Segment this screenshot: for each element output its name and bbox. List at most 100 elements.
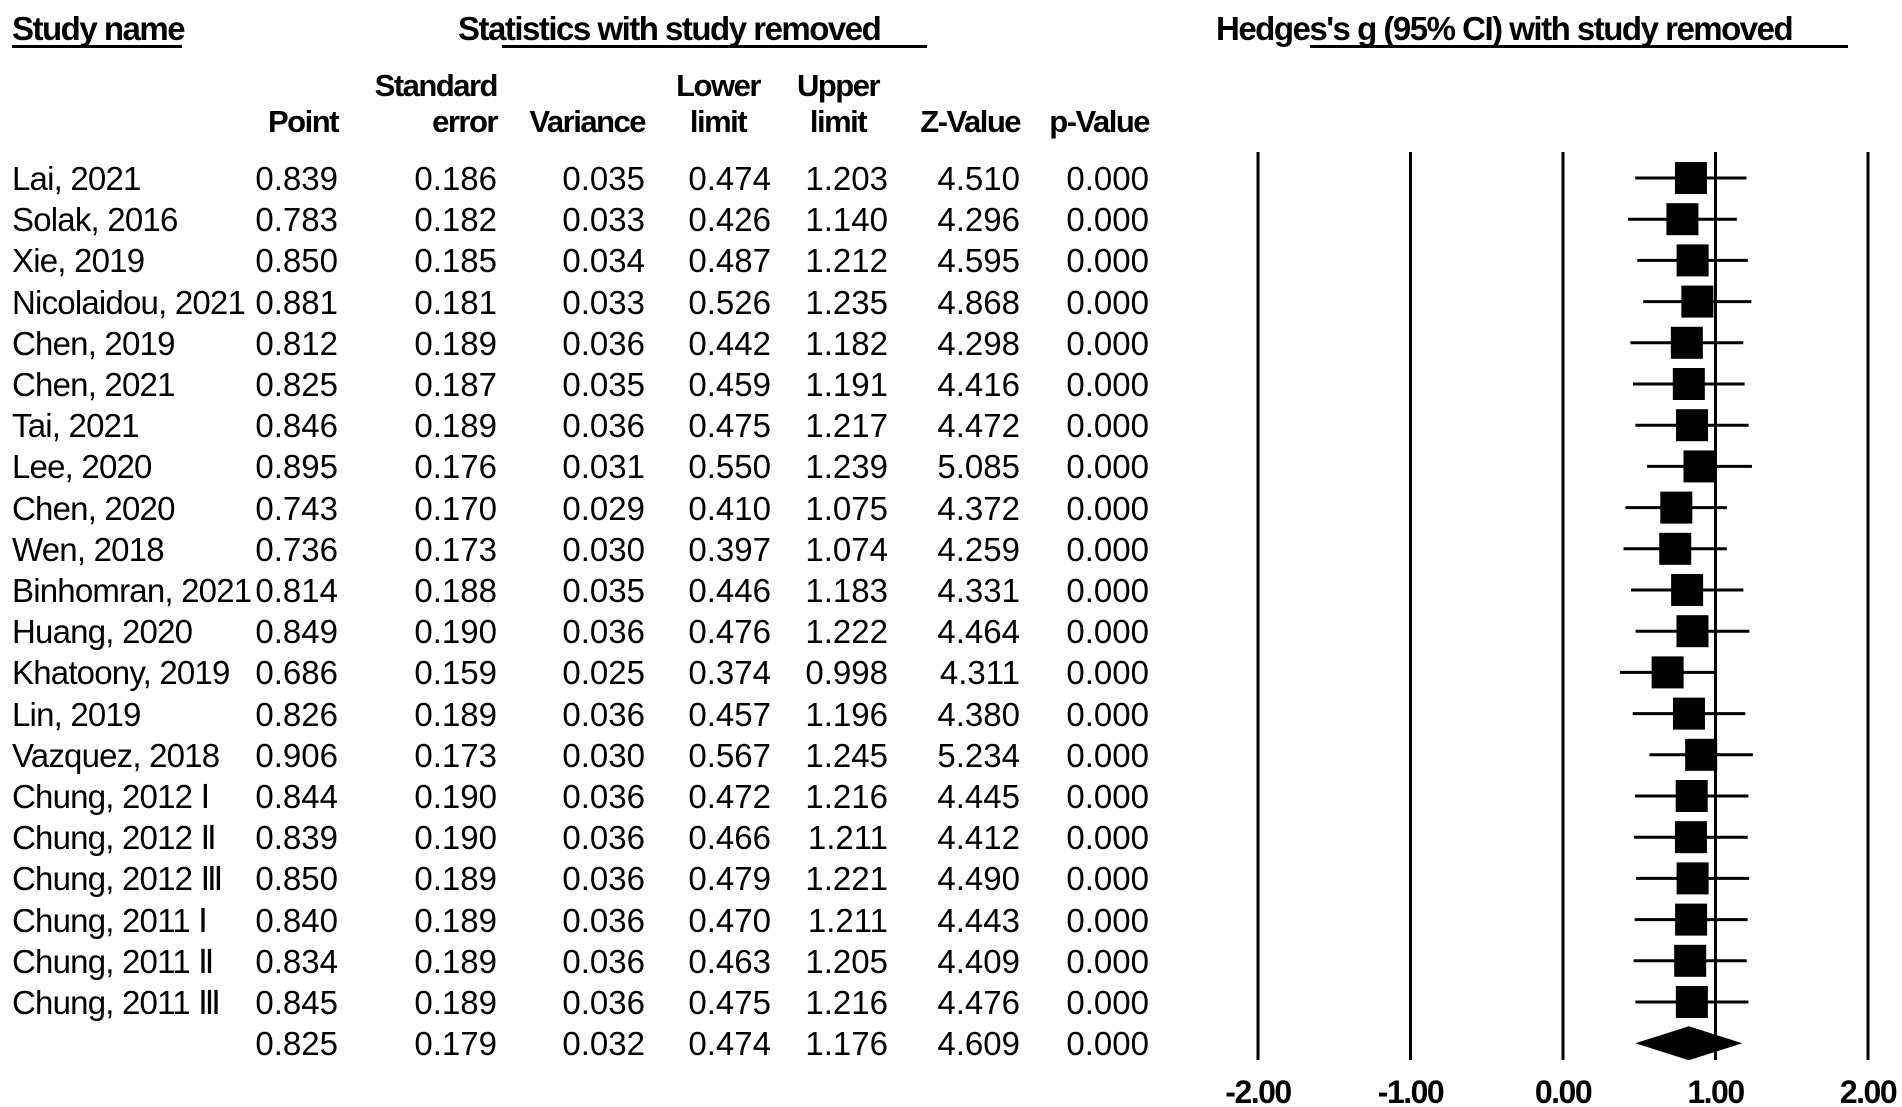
cell-p-value: 0.000 xyxy=(1066,366,1149,403)
column-header-lower-limit-line1: Lower xyxy=(676,68,761,103)
study-name-cell: Chung, 2012 Ⅱ xyxy=(12,819,217,857)
cell-lower-limit: 0.442 xyxy=(688,324,771,362)
study-name-cell: Chen, 2020 xyxy=(12,489,175,527)
cell-lower-limit: 0.457 xyxy=(688,695,771,733)
cell-standard-error: 0.181 xyxy=(414,283,497,321)
summary-cell-standard-error: 0.179 xyxy=(414,1025,497,1063)
study-name-cell: Lai, 2021 xyxy=(12,160,141,197)
cell-standard-error: 0.189 xyxy=(414,324,497,362)
cell-point: 0.826 xyxy=(255,695,338,733)
cell-point: 0.850 xyxy=(255,242,338,280)
cell-upper-limit: 1.140 xyxy=(805,201,888,239)
column-header-p-value-line2: p-Value xyxy=(1049,104,1150,139)
point-estimate-marker xyxy=(1674,162,1707,194)
cell-z-value: 4.416 xyxy=(937,366,1020,403)
cell-lower-limit: 0.472 xyxy=(688,778,771,815)
cell-standard-error: 0.190 xyxy=(414,778,497,815)
cell-standard-error: 0.173 xyxy=(414,736,497,774)
cell-lower-limit: 0.550 xyxy=(688,448,771,486)
cell-p-value: 0.000 xyxy=(1066,695,1149,733)
cell-z-value: 4.443 xyxy=(937,901,1020,939)
cell-p-value: 0.000 xyxy=(1066,407,1149,445)
study-name-header: Study name xyxy=(12,10,186,47)
point-estimate-marker xyxy=(1672,368,1705,400)
cell-standard-error: 0.186 xyxy=(414,160,497,197)
study-name-cell: Chung, 2012 Ⅰ xyxy=(12,778,210,815)
point-estimate-marker xyxy=(1676,862,1709,895)
cell-variance: 0.031 xyxy=(562,448,645,486)
study-name-cell: Chen, 2021 xyxy=(12,366,175,403)
cell-variance: 0.035 xyxy=(562,160,645,197)
cell-variance: 0.034 xyxy=(562,242,645,280)
column-header-lower-limit-line2: limit xyxy=(689,104,748,139)
cell-upper-limit: 1.221 xyxy=(805,860,888,898)
cell-p-value: 0.000 xyxy=(1066,736,1149,774)
cell-p-value: 0.000 xyxy=(1066,160,1149,197)
cell-lower-limit: 0.474 xyxy=(688,160,771,197)
study-name-cell: Nicolaidou, 2021 xyxy=(12,283,246,321)
cell-p-value: 0.000 xyxy=(1066,984,1149,1021)
plot-title: Hedges's g (95% CI) with study removed xyxy=(1216,10,1794,47)
cell-lower-limit: 0.446 xyxy=(688,572,771,609)
cell-standard-error: 0.189 xyxy=(414,407,497,445)
study-name-cell: Chen, 2019 xyxy=(12,324,175,362)
cell-z-value: 4.464 xyxy=(937,613,1020,651)
cell-p-value: 0.000 xyxy=(1066,530,1149,568)
cell-point: 0.783 xyxy=(255,201,338,239)
cell-z-value: 4.412 xyxy=(937,819,1020,857)
summary-cell-upper-limit: 1.176 xyxy=(805,1025,888,1063)
cell-variance: 0.036 xyxy=(562,778,645,815)
cell-z-value: 5.234 xyxy=(937,736,1020,774)
point-estimate-marker xyxy=(1685,738,1718,771)
cell-variance: 0.033 xyxy=(562,201,645,239)
cell-p-value: 0.000 xyxy=(1066,242,1149,280)
cell-z-value: 4.372 xyxy=(937,489,1020,527)
cell-upper-limit: 1.211 xyxy=(807,819,888,857)
cell-upper-limit: 1.191 xyxy=(805,366,888,403)
cell-lower-limit: 0.410 xyxy=(688,489,771,527)
x-tick-label: 0.00 xyxy=(1535,1074,1592,1107)
cell-p-value: 0.000 xyxy=(1066,778,1149,815)
cell-variance: 0.036 xyxy=(562,860,645,898)
study-name-cell: Solak, 2016 xyxy=(12,201,178,239)
x-tick-label: -2.00 xyxy=(1225,1074,1291,1107)
cell-point: 0.845 xyxy=(255,984,338,1021)
cell-standard-error: 0.185 xyxy=(414,242,497,280)
cell-point: 0.846 xyxy=(255,407,338,445)
point-estimate-marker xyxy=(1674,821,1707,854)
study-name-cell: Huang, 2020 xyxy=(12,613,193,651)
cell-z-value: 4.490 xyxy=(937,860,1020,898)
cell-point: 0.743 xyxy=(255,489,338,527)
cell-z-value: 4.510 xyxy=(937,160,1020,197)
cell-p-value: 0.000 xyxy=(1066,942,1149,980)
cell-lower-limit: 0.567 xyxy=(688,736,771,774)
cell-point: 0.849 xyxy=(255,613,338,651)
statistics-header: Statistics with study removed xyxy=(458,10,882,47)
cell-lower-limit: 0.397 xyxy=(688,530,771,568)
cell-z-value: 4.380 xyxy=(937,695,1020,733)
cell-upper-limit: 1.239 xyxy=(805,448,888,486)
cell-z-value: 4.409 xyxy=(937,942,1020,980)
cell-z-value: 4.311 xyxy=(939,654,1020,692)
column-header-upper-limit-line1: Upper xyxy=(796,68,881,103)
study-name-cell: Chung, 2011 Ⅱ xyxy=(12,942,214,980)
study-name-cell: Tai, 2021 xyxy=(12,407,140,445)
cell-lower-limit: 0.426 xyxy=(688,201,771,239)
cell-point: 0.906 xyxy=(255,736,338,774)
statistics-underline xyxy=(502,45,927,48)
cell-p-value: 0.000 xyxy=(1066,613,1149,651)
cell-z-value: 4.476 xyxy=(937,984,1020,1021)
x-tick-label: 2.00 xyxy=(1840,1074,1897,1107)
cell-p-value: 0.000 xyxy=(1066,654,1149,692)
cell-variance: 0.036 xyxy=(562,324,645,362)
cell-standard-error: 0.190 xyxy=(414,613,497,651)
cell-upper-limit: 1.075 xyxy=(805,489,888,527)
cell-standard-error: 0.182 xyxy=(414,201,497,239)
cell-p-value: 0.000 xyxy=(1066,448,1149,486)
cell-upper-limit: 1.196 xyxy=(805,695,888,733)
point-estimate-marker xyxy=(1676,615,1709,648)
point-estimate-marker xyxy=(1651,656,1684,689)
point-estimate-marker xyxy=(1660,491,1693,524)
cell-standard-error: 0.173 xyxy=(414,530,497,568)
